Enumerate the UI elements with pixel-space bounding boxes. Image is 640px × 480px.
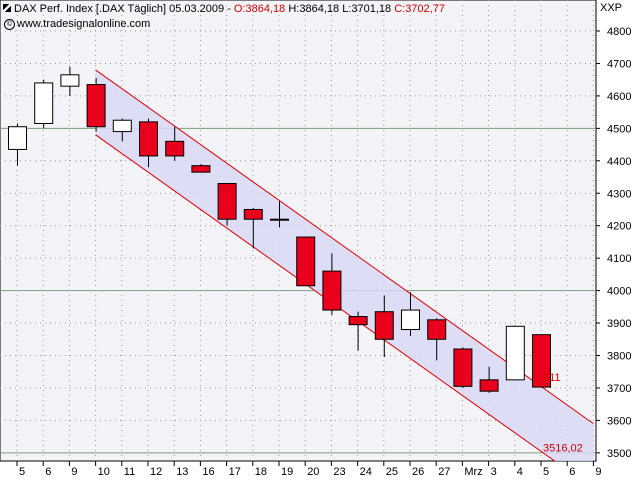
candle-body: [505, 325, 525, 381]
y-tick-label: 4800: [607, 26, 631, 38]
x-tick-label: 26: [412, 466, 424, 478]
candle-body: [453, 348, 473, 387]
candle-body: [243, 208, 263, 220]
y-tick-label: 3700: [607, 383, 631, 395]
channel-value-label: 711: [543, 372, 561, 384]
x-tick-label: 16: [202, 466, 214, 478]
y-tick-label: 4200: [607, 221, 631, 233]
y-tick-label: 3600: [607, 415, 631, 427]
candle-body: [8, 126, 27, 150]
instrument-label: DAX Perf. Index [.DAX Täglich] 05.03.200…: [14, 3, 234, 15]
high-value: H:3864,18: [288, 3, 340, 15]
channel-lower-line: [95, 134, 556, 461]
chart-menu-icon[interactable]: [3, 4, 11, 12]
candle-body: [60, 74, 80, 87]
candle-body: [34, 82, 54, 124]
x-tick-label: 13: [176, 466, 188, 478]
x-tick-label: 5: [19, 466, 25, 478]
x-tick-label: 9: [71, 466, 77, 478]
candle-body: [322, 270, 342, 311]
open-value: O:3864,18: [233, 3, 286, 15]
x-tick-label: 19: [281, 466, 293, 478]
x-tick-label: 10: [98, 466, 110, 478]
x-tick-label: 4: [517, 466, 523, 478]
y-tick-label: 3500: [607, 448, 631, 460]
candle-body: [86, 84, 106, 128]
candle-body: [427, 319, 447, 340]
copyright-icon: ©: [4, 19, 15, 30]
x-tick-label: 23: [333, 466, 345, 478]
x-tick-label: 6: [569, 466, 575, 478]
candle-body: [296, 236, 316, 287]
y-tick-label: 3800: [607, 351, 631, 363]
x-tick-label: 18: [255, 466, 267, 478]
candles: [8, 66, 551, 393]
chart-header: DAX Perf. Index [.DAX Täglich] 05.03.200…: [3, 3, 445, 15]
x-tick-label: 12: [150, 466, 162, 478]
y-tick-label: 4500: [607, 123, 631, 135]
candle-body: [348, 316, 368, 326]
x-tick-label: 17: [229, 466, 241, 478]
x-tick-label: 9: [595, 466, 601, 478]
candle-body: [270, 218, 289, 221]
y-tick-label: 4400: [607, 156, 631, 168]
candle-body: [139, 121, 158, 157]
candle-body: [532, 334, 551, 388]
candle-body: [112, 119, 132, 133]
x-tick-label: 27: [438, 466, 450, 478]
candle-body: [401, 309, 420, 331]
close-value: C:3702,77: [394, 3, 445, 15]
x-tick-label: 20: [307, 466, 319, 478]
x-tick-label: 11: [124, 466, 135, 478]
source-label[interactable]: www.tradesignalonline.com: [17, 18, 151, 30]
y-tick-label: 4300: [607, 188, 631, 200]
y-tick-label: 4000: [607, 286, 631, 298]
x-tick-label: 25: [386, 466, 398, 478]
x-tick-label: 24: [360, 466, 372, 478]
y-tick-label: 4700: [607, 58, 631, 70]
price-axis[interactable]: 3500 3600 3700 3800 3900 4000 4100 4200 4300 4400…: [596, 26, 631, 460]
candle-body: [374, 311, 394, 340]
y-tick-label: 4600: [607, 91, 631, 103]
candle-body: [165, 140, 185, 157]
date-axis[interactable]: 5 6 9 10 11 12 13 16 17 18 19 20 23 24 25 26 27 Mrz 3 4 5 6 9: [16, 461, 602, 478]
candle-body: [217, 183, 237, 220]
x-tick-label: Mrz: [464, 466, 482, 478]
x-tick-label: 6: [45, 466, 51, 478]
annotations: 711 3516,02: [543, 372, 583, 454]
source-line: © www.tradesignalonline.com: [4, 18, 150, 30]
axis-symbol-label: XXP: [600, 2, 623, 14]
x-tick-label: 3: [491, 466, 497, 478]
x-tick-label: 5: [543, 466, 549, 478]
y-tick-label: 3900: [607, 318, 631, 330]
candle-body: [191, 165, 211, 173]
low-value: L:3701,18: [342, 3, 392, 15]
candle-body: [479, 379, 499, 392]
channel-value-label: 3516,02: [543, 443, 583, 455]
y-tick-label: 4100: [607, 253, 631, 265]
